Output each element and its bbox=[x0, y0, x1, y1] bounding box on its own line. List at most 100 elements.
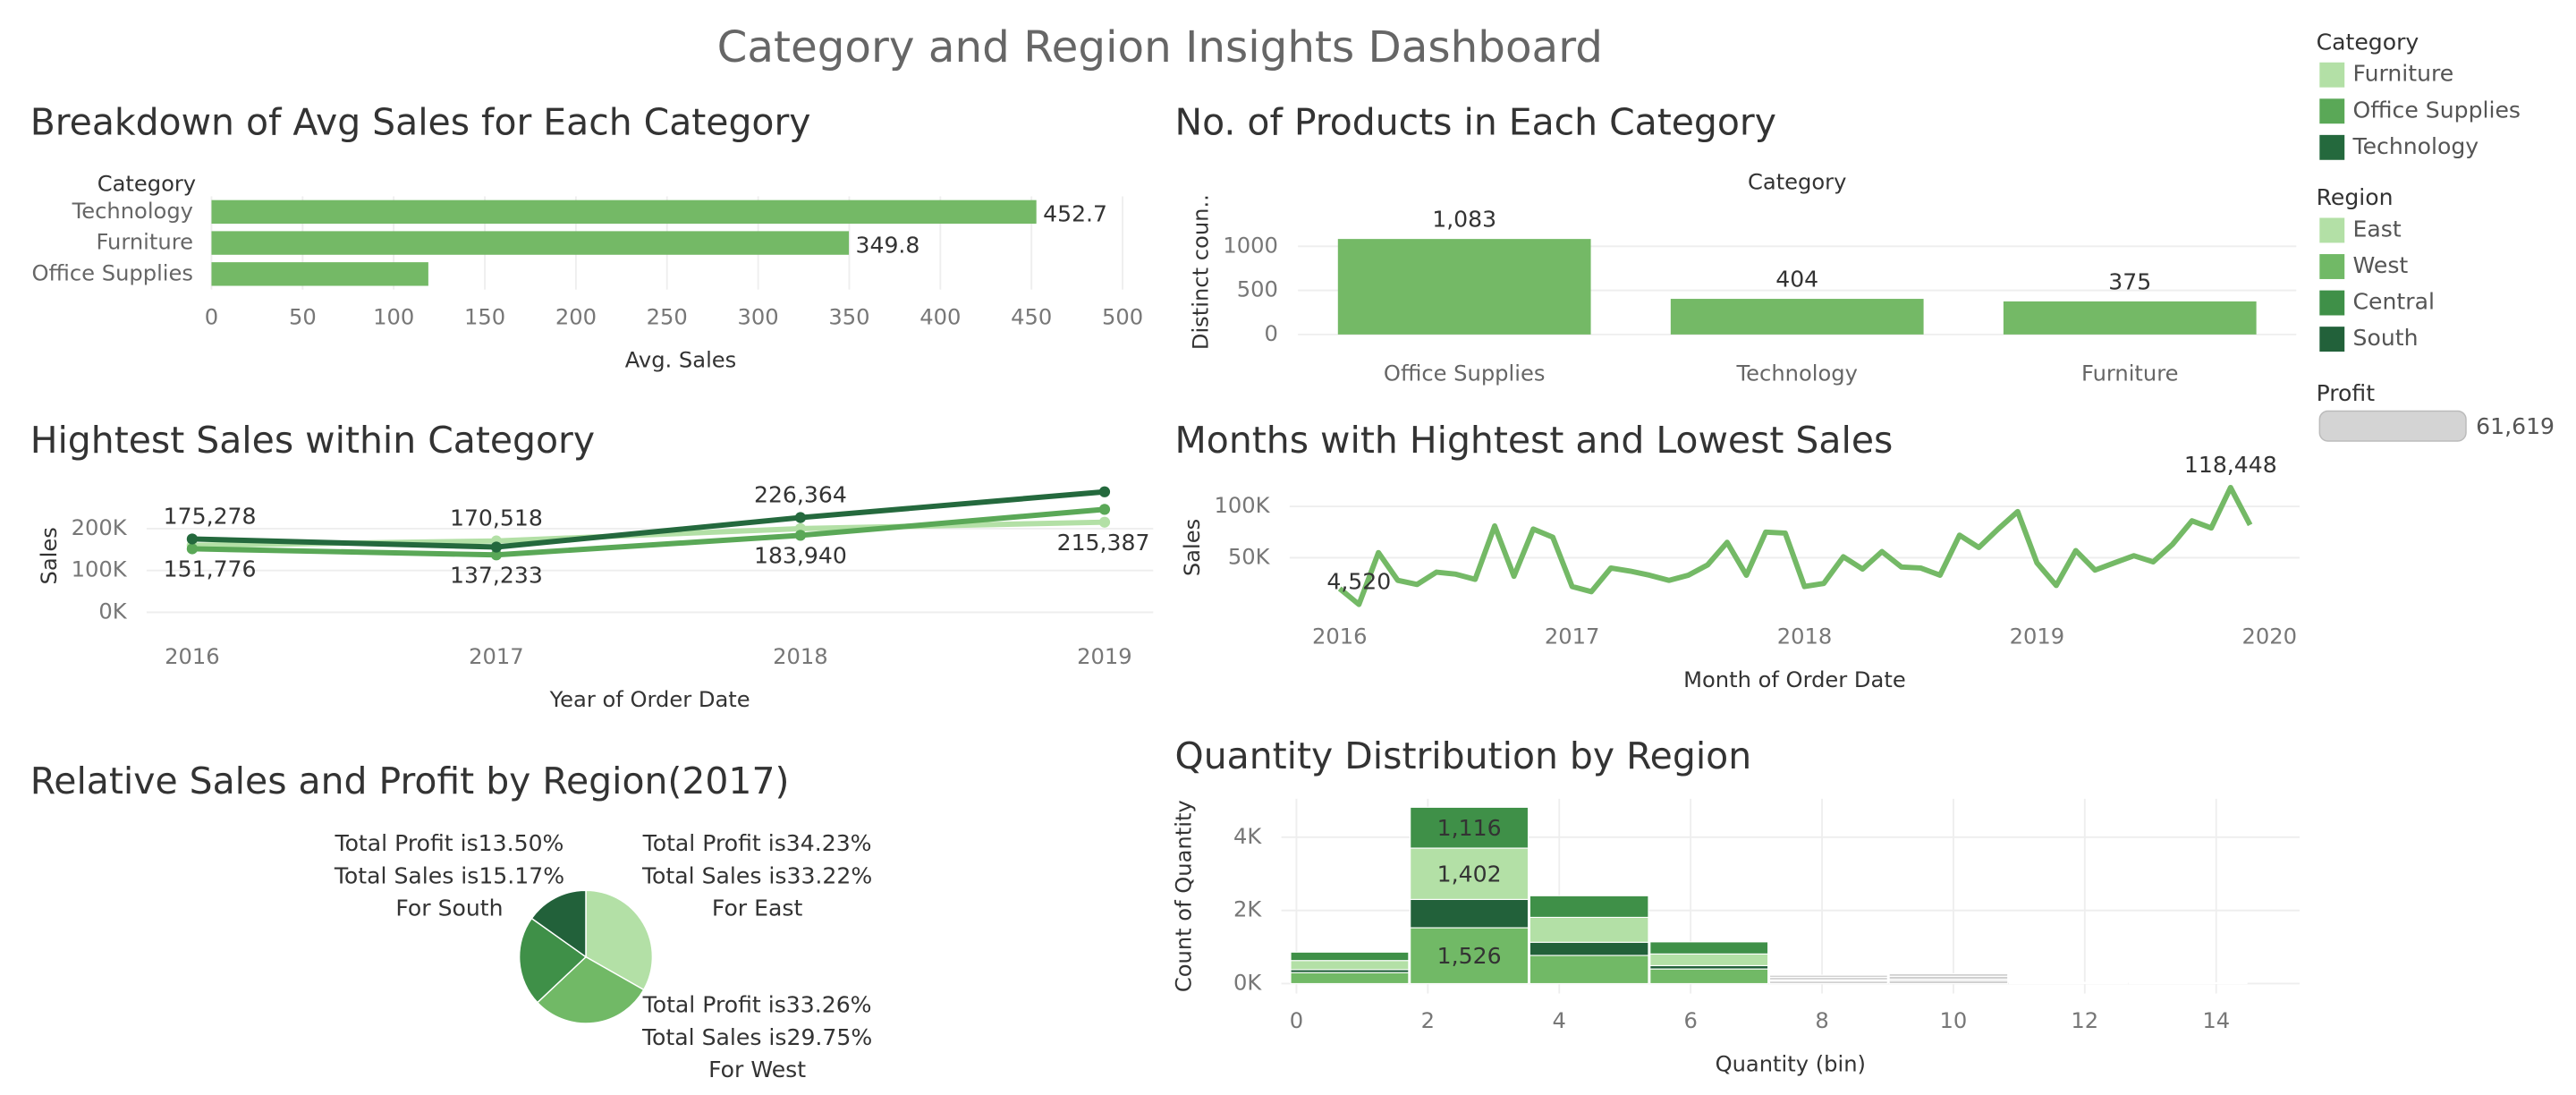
x-tick-label: 150 bbox=[464, 304, 505, 329]
x-tick-label: 300 bbox=[738, 304, 779, 329]
histogram-segment: Central bbox=[1290, 951, 1410, 962]
legend-swatch bbox=[2319, 327, 2345, 352]
histogram-segment: East bbox=[1290, 960, 1410, 971]
histogram-segment: West bbox=[1649, 968, 1769, 985]
x-tick-label: 2 bbox=[1421, 1008, 1435, 1033]
bar bbox=[211, 262, 428, 286]
point bbox=[490, 541, 503, 553]
category-label: Office Supplies bbox=[1384, 361, 1546, 386]
point bbox=[1098, 504, 1111, 515]
x-tick-label: 2017 bbox=[1545, 624, 1600, 649]
y-tick-label: 4K bbox=[1233, 824, 1262, 849]
category-header: Category bbox=[97, 171, 196, 196]
data-label: 349.8 bbox=[856, 232, 920, 258]
data-label: 1,402 bbox=[1437, 862, 1502, 887]
data-label: 118,448 bbox=[2184, 452, 2277, 478]
data-label: 1,083 bbox=[1432, 207, 1496, 233]
histogram-segment: Central bbox=[1649, 941, 1769, 955]
legend-swatch bbox=[2319, 134, 2345, 160]
legend-label: Office Supplies bbox=[2353, 97, 2521, 123]
y-axis-label: Distinct coun.. bbox=[1188, 194, 1213, 350]
bar bbox=[211, 199, 1037, 225]
x-tick-label: 2018 bbox=[1777, 624, 1833, 649]
data-label: 1,116 bbox=[1437, 815, 1502, 841]
legend-swatch bbox=[2319, 62, 2345, 88]
point bbox=[794, 512, 807, 523]
point bbox=[1098, 486, 1111, 497]
legend-title: Region bbox=[2317, 184, 2394, 210]
data-label: 1,526 bbox=[1437, 943, 1502, 969]
category-label: Technology bbox=[72, 199, 193, 224]
point bbox=[1098, 516, 1111, 528]
line: Sales bbox=[1337, 484, 2253, 607]
point bbox=[490, 549, 503, 561]
chart-title: No. of Products in Each Category bbox=[1175, 101, 1776, 144]
bar bbox=[211, 231, 850, 255]
x-tick-label: 450 bbox=[1011, 304, 1052, 329]
x-tick-label: 6 bbox=[1683, 1008, 1697, 1033]
category-label: Office Supplies bbox=[32, 260, 194, 285]
category-label: Furniture bbox=[2081, 361, 2179, 386]
histogram-segment: East bbox=[1529, 916, 1649, 943]
legend-label: East bbox=[2353, 216, 2402, 242]
x-axis-label: Avg. Sales bbox=[625, 348, 736, 373]
histogram-segment: West bbox=[1529, 955, 1649, 985]
slice-label: For West bbox=[708, 1057, 806, 1082]
x-tick-label: 0 bbox=[205, 304, 218, 329]
legend-title: Category bbox=[2317, 29, 2419, 55]
x-tick-label: 4 bbox=[1553, 1008, 1566, 1033]
data-label: 404 bbox=[1775, 267, 1818, 293]
point bbox=[794, 530, 807, 541]
histogram-segment: West bbox=[1410, 927, 1530, 985]
data-label: 375 bbox=[2108, 268, 2151, 294]
y-tick-label: 1000 bbox=[1223, 233, 1278, 258]
slice-label: Total Profit is34.23% bbox=[642, 830, 872, 856]
x-axis-label: Quantity (bin) bbox=[1716, 1052, 1866, 1077]
y-tick-label: 50K bbox=[1228, 544, 1271, 569]
slice-label: For South bbox=[395, 896, 503, 921]
legend-swatch bbox=[2319, 98, 2345, 124]
y-tick-label: 200K bbox=[72, 515, 128, 540]
slice-label: Total Profit is33.26% bbox=[642, 991, 872, 1017]
chart-title: Hightest Sales within Category bbox=[30, 419, 595, 462]
y-axis-label: Sales bbox=[1180, 519, 1205, 576]
x-axis-label: Month of Order Date bbox=[1683, 667, 1906, 692]
y-tick-label: 2K bbox=[1233, 897, 1262, 922]
line: Technology bbox=[191, 488, 1106, 550]
chart-title: Relative Sales and Profit by Region(2017… bbox=[30, 760, 790, 802]
y-tick-label: 0K bbox=[1233, 970, 1262, 995]
slice-label: Total Sales is15.17% bbox=[334, 862, 564, 888]
x-tick-label: 2020 bbox=[2241, 624, 2297, 649]
x-tick-label: 2018 bbox=[773, 644, 828, 669]
pie-slice bbox=[585, 889, 654, 991]
histogram-segment: South bbox=[1529, 941, 1649, 956]
y-tick-label: 100K bbox=[1215, 493, 1271, 518]
x-tick-label: 14 bbox=[2202, 1008, 2230, 1033]
profit-range-label: 61,619 bbox=[2476, 413, 2555, 439]
y-tick-label: 100K bbox=[72, 557, 128, 582]
legend-title: Profit bbox=[2317, 380, 2376, 406]
x-tick-label: 50 bbox=[289, 304, 317, 329]
legend-label: Technology bbox=[2352, 133, 2479, 159]
profit-range bbox=[2318, 410, 2467, 442]
dashboard-title: Category and Region Insights Dashboard bbox=[717, 22, 1603, 72]
legend-swatch bbox=[2319, 290, 2345, 316]
histogram-segment: Central bbox=[1410, 806, 1530, 849]
point bbox=[186, 543, 199, 555]
x-tick-label: 350 bbox=[828, 304, 869, 329]
bar bbox=[1337, 239, 1591, 335]
y-axis-label: Sales bbox=[37, 527, 62, 584]
histogram-segment: West bbox=[1290, 972, 1410, 985]
category-label: Furniture bbox=[96, 230, 193, 255]
histogram-segment: Central bbox=[1888, 972, 2009, 977]
line: Office Supplies bbox=[191, 506, 1106, 558]
pie-slice bbox=[518, 917, 588, 1004]
legend-swatch bbox=[2319, 254, 2345, 279]
data-label: 175,278 bbox=[164, 503, 257, 529]
data-label: 183,940 bbox=[754, 543, 847, 569]
legend-label: West bbox=[2353, 252, 2409, 278]
x-tick-label: 250 bbox=[647, 304, 688, 329]
legend-label: Furniture bbox=[2353, 61, 2454, 87]
slice-label: Total Sales is33.22% bbox=[641, 862, 872, 888]
